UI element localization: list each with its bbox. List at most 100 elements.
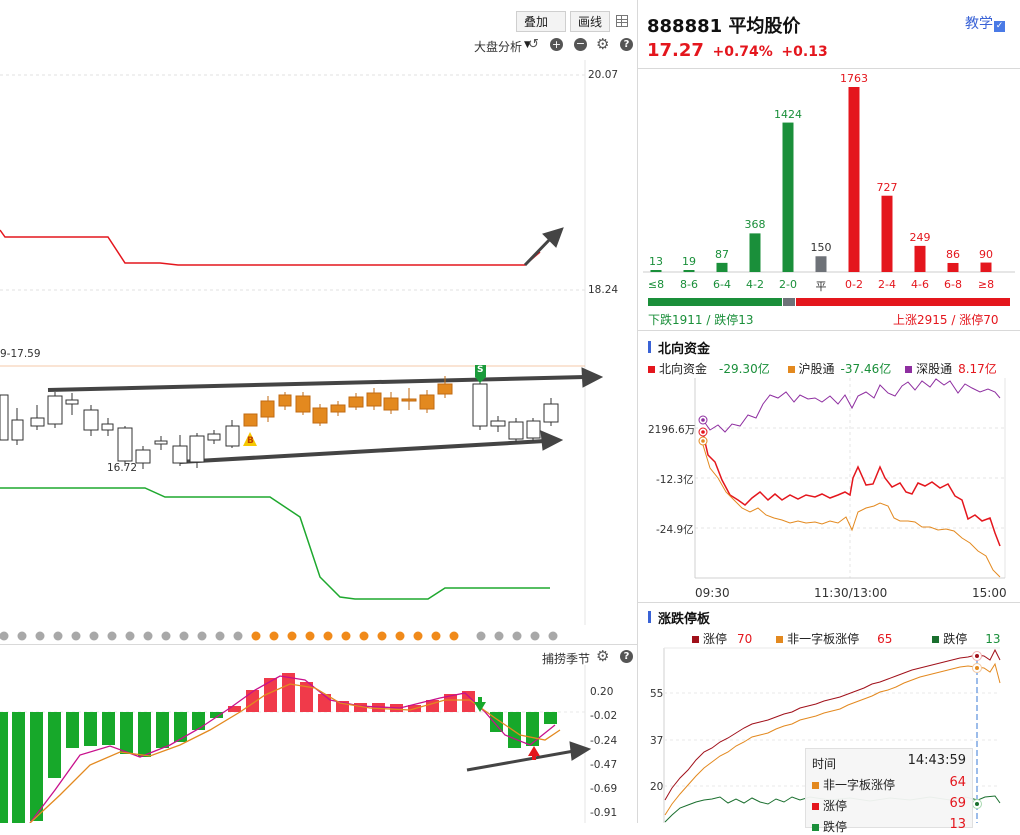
- distribution-bar-category: 0-2: [845, 278, 863, 291]
- sell-marker-label: S: [477, 365, 484, 375]
- macd-ytick-5: -0.69: [590, 783, 618, 795]
- kline-chart: [0, 60, 604, 625]
- market-analysis-link[interactable]: 大盘分析: [474, 40, 523, 54]
- distribution-bar-value: 86: [946, 247, 960, 261]
- northbound-title: 北向资金: [658, 342, 711, 357]
- northbound-xtick-1: 09:30: [695, 586, 730, 600]
- trend-arrow-up: [523, 227, 564, 267]
- distribution-bar-category: 2-0: [779, 278, 797, 291]
- distribution-bar: [914, 245, 926, 272]
- stock-code: 888881: [647, 16, 723, 37]
- distribution-bar: [716, 262, 728, 272]
- reset-icon[interactable]: ↺: [528, 37, 539, 52]
- northbound-legend: 北向资金 -29.30亿 沪股通 -37.46亿 深股通 8.17亿: [648, 360, 997, 377]
- distribution-bar-value: 727: [876, 180, 898, 194]
- sell-marker-icon: [475, 365, 486, 377]
- overlay-label: 叠加: [524, 15, 549, 29]
- indicator-help-icon[interactable]: ?: [620, 650, 633, 663]
- macd-ytick-4: -0.47: [590, 759, 618, 771]
- stock-name: 平均股价: [728, 16, 801, 37]
- indicator-name-label[interactable]: 捕捞季节: [542, 652, 591, 666]
- distribution-bar: [650, 270, 662, 272]
- distribution-bar-value: 150: [810, 241, 832, 255]
- overlay-button[interactable]: 叠加 ▼: [516, 11, 566, 50]
- distribution-bar: [749, 233, 761, 272]
- tooltip-row-limit-up: 涨停: [812, 797, 847, 814]
- buy-marker-icon: [243, 432, 257, 446]
- change-percent: +0.74%: [712, 44, 773, 60]
- limit-ytick-2: 37: [650, 735, 664, 747]
- help-icon[interactable]: ?: [620, 38, 633, 51]
- buy-arrow-icon: [528, 746, 540, 756]
- distribution-bar-category: 6-4: [713, 278, 731, 291]
- distribution-bar-category: ≥8: [977, 278, 995, 291]
- legend-item-nonflat-limit-up: 非一字板涨停 65: [776, 632, 892, 646]
- northbound-xtick-2: 11:30/13:00: [814, 586, 888, 600]
- tooltip-row-limit-down: 跌停: [812, 818, 847, 835]
- candlesticks: [0, 376, 559, 469]
- distribution-bar-value: 13: [649, 255, 663, 268]
- legend-item-limit-up: 涨停 70: [692, 632, 752, 646]
- macd-ytick-6: -0.91: [590, 807, 618, 819]
- distribution-bar: [782, 122, 794, 272]
- trend-arrow-macd: [466, 741, 592, 772]
- legend-item-northbound: 北向资金 -29.30亿: [648, 362, 770, 376]
- distribution-bar-value: 249: [909, 230, 931, 244]
- change-value: +0.13: [781, 44, 828, 60]
- macd-ytick-3: -0.24: [590, 735, 618, 747]
- distribution-bar-category: 平: [815, 280, 827, 293]
- limit-legend: 涨停 70 非一字板涨停 65 跌停 13: [692, 630, 1001, 647]
- distribution-bar-category: 8-6: [680, 278, 698, 291]
- upper-band-line: [0, 229, 541, 266]
- limit-tooltip: 时间 14:43:59 非一字板涨停 64 涨停 69 跌停 13: [805, 748, 973, 834]
- legend-item-sz: 深股通 8.17亿: [905, 362, 997, 376]
- checkbox-icon: ✓: [994, 21, 1005, 32]
- up-count-text: 上涨2915 / 涨停70: [893, 313, 999, 327]
- distribution-chart: 13 ≤8 19 8-6 87 6-4 368 4-2 1424 2-0 150 平 1763 0-2 72…: [638, 70, 1020, 328]
- price-row: 17.27 +0.74% +0.13: [647, 40, 828, 61]
- tooltip-value-nonflat: 64: [949, 775, 966, 790]
- distribution-bar-value: 87: [715, 247, 729, 261]
- distribution-bar: [881, 195, 893, 272]
- section-marker: [648, 611, 651, 623]
- distribution-bar-category: 4-6: [911, 278, 929, 291]
- draw-button[interactable]: 画线: [570, 11, 610, 32]
- signal-dots-row: [0, 631, 558, 641]
- zoom-in-icon[interactable]: +: [550, 38, 563, 51]
- kline-ytick-mid: 18.24: [588, 284, 619, 296]
- tooltip-value-limit-down: 13: [949, 817, 966, 832]
- distribution-bar-category: 2-4: [878, 278, 896, 291]
- macd-indicator-chart: [0, 665, 592, 823]
- settings-gear-icon[interactable]: ⚙: [596, 35, 610, 53]
- northbound-ytick-2: -12.3亿: [656, 474, 694, 486]
- zoom-out-icon[interactable]: −: [574, 37, 587, 51]
- northbound-ytick-1: 2196.6万: [648, 424, 696, 436]
- distribution-bar: [947, 262, 959, 272]
- macd-ytick-2: -0.02: [590, 710, 618, 722]
- distribution-bar-value: 1424: [774, 107, 802, 121]
- down-count-text: 下跌1911 / 跌停13: [648, 313, 754, 327]
- grid-icon[interactable]: [616, 15, 628, 27]
- buy-marker-label: B: [247, 436, 254, 446]
- northbound-chart: [694, 378, 1006, 579]
- sell-arrow-icon: [474, 702, 486, 712]
- distribution-bar-value: 19: [682, 255, 696, 268]
- distribution-bar-category: ≤8: [647, 278, 665, 291]
- trend-arrow-upper: [47, 367, 604, 392]
- indicator-settings-gear-icon[interactable]: ⚙: [596, 647, 610, 665]
- tooltip-value-limit-up: 69: [949, 796, 966, 811]
- chevron-down-icon: ▼: [524, 40, 531, 50]
- distribution-bar-category: 6-8: [944, 278, 962, 291]
- teach-link[interactable]: 教学 ✓: [965, 13, 1005, 33]
- kline-ytick-high: 20.07: [588, 69, 619, 81]
- limit-title: 涨跌停板: [658, 612, 711, 627]
- last-price: 17.27: [647, 40, 704, 61]
- macd-ytick-1: 0.20: [590, 686, 614, 698]
- limit-ytick-1: 55: [650, 688, 664, 700]
- distribution-bar-value: 1763: [840, 72, 868, 85]
- tooltip-time-value: 14:43:59: [907, 753, 966, 768]
- advance-decline-bar: [648, 298, 1010, 306]
- distribution-bar: [980, 262, 992, 272]
- northbound-ytick-3: -24.9亿: [656, 524, 694, 536]
- distribution-bar: [683, 270, 695, 272]
